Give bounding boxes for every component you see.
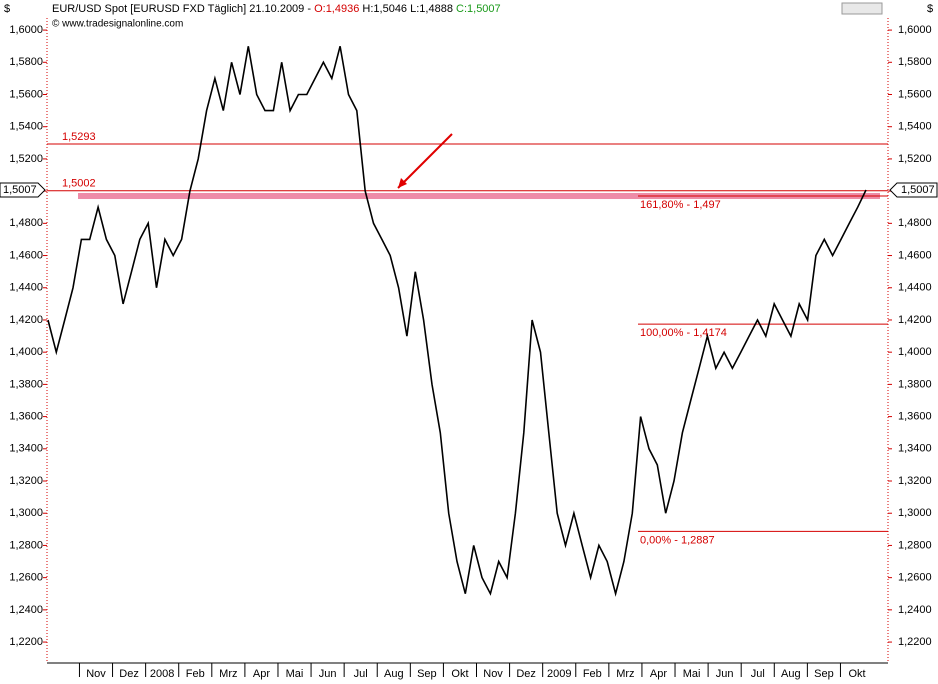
close: C:1,5007 [456,3,501,15]
y-tick-label-left: 1,5400 [9,121,43,133]
x-tick-label: Sep [417,668,437,680]
y-tick-label-right: 1,3600 [898,411,932,423]
y-tick-label-right: 1,5200 [898,153,932,165]
y-tick-label-right: 1,2200 [898,636,932,648]
y-tick-label-right: 1,4200 [898,314,932,326]
arrow [397,133,453,189]
x-tick-label: Mrz [219,668,237,680]
y-tick-label-right: 1,4000 [898,346,932,358]
x-tick-label: Jun [716,668,734,680]
y-tick-label-left: 1,6000 [9,24,43,36]
y-tick-label-left: 1,2400 [9,604,43,616]
fib-label: 0,00% - 1,2887 [640,534,715,546]
y-tick-label-left: 1,4000 [9,346,43,358]
low: L:1,4888 [410,3,453,15]
y-tick-label-right: 1,6000 [898,24,932,36]
open: O:1,4936 [314,3,359,15]
x-tick-label: Okt [848,668,865,680]
high: H:1,5046 [362,3,407,15]
currency-left: $ [4,3,10,15]
source: © www.tradesignalonline.com [52,19,183,30]
y-tick-label-right: 1,4800 [898,217,932,229]
arrow-head [398,178,407,188]
currency-right: $ [927,3,933,15]
x-tick-label: Aug [781,668,801,680]
x-tick-label: Okt [451,668,468,680]
y-tick-label-left: 1,2200 [9,636,43,648]
window-controls[interactable] [841,2,883,15]
x-tick-label: Dez [119,668,139,680]
x-tick-label: Jul [354,668,368,680]
x-tick-label: Feb [583,668,602,680]
y-tick-label-right: 1,5800 [898,56,932,68]
y-tick-label-right: 1,5600 [898,88,932,100]
fib-label: 100,00% - 1,4174 [640,327,727,339]
y-tick-label-right: 1,2600 [898,572,932,584]
x-tick-label: Apr [650,668,667,680]
y-tick-label-right: 1,4600 [898,249,932,261]
last-price-box-right [889,182,938,198]
x-tick-label: Mrz [616,668,634,680]
last-price-label-right: 1,5007 [901,184,935,196]
y-tick-label-right: 1,3000 [898,507,932,519]
symbol: EUR/USD Spot [EURUSD FXD Täglich] 21.10.… [52,3,311,15]
y-tick-label-left: 1,2800 [9,539,43,551]
y-tick-label-right: 1,3400 [898,443,932,455]
y-tick-label-left: 1,5200 [9,153,43,165]
x-tick-label: Nov [483,668,503,680]
y-tick-label-left: 1,3200 [9,475,43,487]
x-tick-label: Mai [286,668,304,680]
fib-label: 161,80% - 1,497 [640,199,721,211]
x-tick-label: Mai [683,668,701,680]
horizontal-line-label: 1,5293 [62,131,96,143]
x-tick-label: 2008 [150,668,174,680]
y-tick-label-left: 1,4200 [9,314,43,326]
x-tick-label: Aug [384,668,404,680]
y-tick-label-left: 1,3800 [9,378,43,390]
y-tick-label-right: 1,3800 [898,378,932,390]
y-tick-label-right: 1,3200 [898,475,932,487]
x-tick-label: Jul [751,668,765,680]
y-tick-label-left: 1,4600 [9,249,43,261]
y-tick-label-left: 1,3000 [9,507,43,519]
x-tick-label: Dez [516,668,536,680]
x-tick-label: Jun [319,668,337,680]
y-tick-label-left: 1,2600 [9,572,43,584]
horizontal-line-label: 1,5002 [62,178,96,190]
y-tick-label-right: 1,2800 [898,539,932,551]
y-tick-label-right: 1,5400 [898,121,932,133]
x-tick-label: Apr [253,668,270,680]
y-tick-label-left: 1,3600 [9,411,43,423]
x-tick-label: Sep [814,668,834,680]
y-tick-label-right: 1,2400 [898,604,932,616]
price-line [47,46,867,597]
x-tick-label: 2009 [547,668,571,680]
x-tick-label: Feb [186,668,205,680]
window-buttons[interactable] [841,2,883,15]
y-tick-label-right: 1,4400 [898,282,932,294]
y-tick-label-left: 1,5600 [9,88,43,100]
header-line: EUR/USD Spot [EURUSD FXD Täglich] 21.10.… [52,3,501,15]
last-price-box-left [0,182,46,198]
last-price-label-left: 1,5007 [3,184,37,196]
x-tick-label: Nov [86,668,106,680]
y-tick-label-left: 1,3400 [9,443,43,455]
y-tick-label-left: 1,5800 [9,56,43,68]
y-tick-label-left: 1,4800 [9,217,43,229]
y-tick-label-left: 1,4400 [9,282,43,294]
